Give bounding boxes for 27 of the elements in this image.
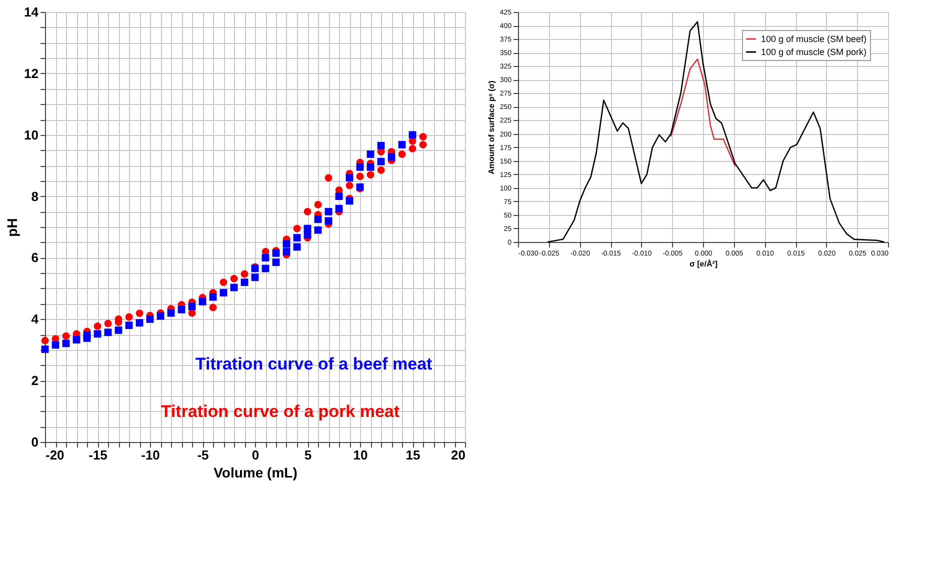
y-tick-label: 4 — [31, 312, 40, 327]
y-tick-label: 10 — [24, 127, 38, 142]
legend-label: 100 g of muscle (SM pork) — [761, 47, 867, 57]
y-tick-label: 14 — [24, 4, 40, 20]
x-tick-label: -20 — [46, 448, 64, 462]
y-tick-label: 8 — [31, 188, 38, 204]
y-tick-label: 6 — [31, 250, 38, 266]
x-tick-label: 0 — [252, 448, 260, 462]
y-tick-label: 12 — [24, 66, 38, 81]
line-series — [546, 21, 885, 243]
annotation: Titration curve of a pork meat — [160, 402, 400, 421]
x-tick-label: 15 — [406, 448, 420, 462]
y-axis-title: pH — [4, 218, 20, 237]
x-tick-label: -10 — [141, 448, 160, 462]
x-tick-label: 5 — [304, 448, 312, 462]
x-axis-title: Volume (mL) — [214, 464, 298, 480]
y-axis-title: Amount of surface pˢ (σ) — [486, 80, 496, 174]
x-tick-label: -5 — [197, 448, 209, 462]
annotation: Titration curve of a beef meat — [195, 354, 433, 374]
y-tick-label: 0 — [31, 434, 38, 450]
line-series — [670, 58, 736, 167]
legend-label: 100 g of muscle (SM beef) — [761, 34, 867, 44]
y-tick-label: 2 — [31, 373, 38, 388]
x-tick-label: 20 — [451, 448, 466, 462]
x-tick-label: 10 — [353, 448, 368, 462]
x-axis-title: σ [e/Å²] — [689, 258, 718, 268]
x-tick-label: -15 — [88, 448, 108, 462]
